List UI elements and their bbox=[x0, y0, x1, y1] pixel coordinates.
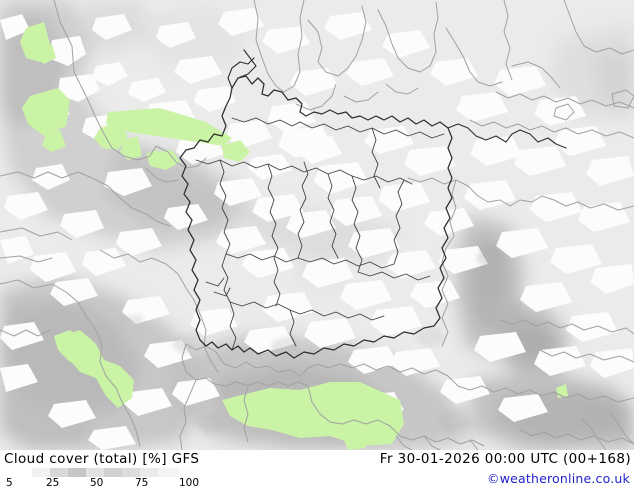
legend-gradient-bar bbox=[4, 468, 199, 477]
legend-tick: 100 bbox=[179, 477, 200, 489]
legend-segment bbox=[86, 468, 104, 477]
legend-segment bbox=[140, 468, 158, 477]
legend-tick: 50 bbox=[90, 477, 104, 489]
legend-segment bbox=[158, 468, 178, 477]
map-texture-overlay bbox=[0, 0, 634, 450]
neighbouring-country-borders-dark bbox=[227, 49, 567, 149]
forecast-run-label: Fr 30-01-2026 00:00 UTC (00+168) bbox=[379, 451, 631, 467]
germany-border bbox=[179, 75, 453, 359]
german-state-borders bbox=[195, 117, 445, 351]
legend-segment bbox=[104, 468, 122, 477]
legend-segment bbox=[50, 468, 68, 477]
product-title: Cloud cover (total) [%] GFS bbox=[4, 451, 200, 467]
map-canvas[interactable] bbox=[0, 0, 634, 450]
coastlines-and-foreign-borders bbox=[0, 0, 634, 450]
cloud-detail-cells bbox=[116, 246, 620, 434]
legend-segment bbox=[178, 468, 198, 477]
legend-segment bbox=[68, 468, 86, 477]
legend-segment bbox=[32, 468, 50, 477]
map-footer: Cloud cover (total) [%] GFS Fr 30-01-202… bbox=[0, 450, 634, 490]
low-cloud-green-areas bbox=[20, 22, 568, 450]
legend-segment bbox=[122, 468, 140, 477]
cloud-cover-map[interactable] bbox=[0, 0, 634, 450]
legend-segment bbox=[14, 468, 32, 477]
legend-tick: 5 bbox=[6, 477, 13, 489]
copyright-link[interactable]: ©weatheronline.co.uk bbox=[487, 471, 630, 486]
legend-tick: 75 bbox=[135, 477, 149, 489]
legend-tick: 25 bbox=[46, 477, 60, 489]
color-scale-legend[interactable]: 5 25 50 75 100 bbox=[4, 468, 214, 490]
